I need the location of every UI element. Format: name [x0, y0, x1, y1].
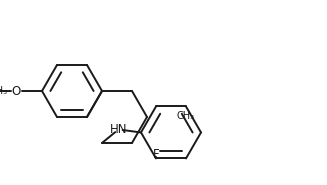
- Text: O: O: [12, 85, 21, 97]
- Text: HN: HN: [110, 123, 127, 136]
- Text: F: F: [153, 148, 159, 162]
- Text: CH₃: CH₃: [177, 111, 195, 121]
- Text: CH₃: CH₃: [0, 86, 8, 96]
